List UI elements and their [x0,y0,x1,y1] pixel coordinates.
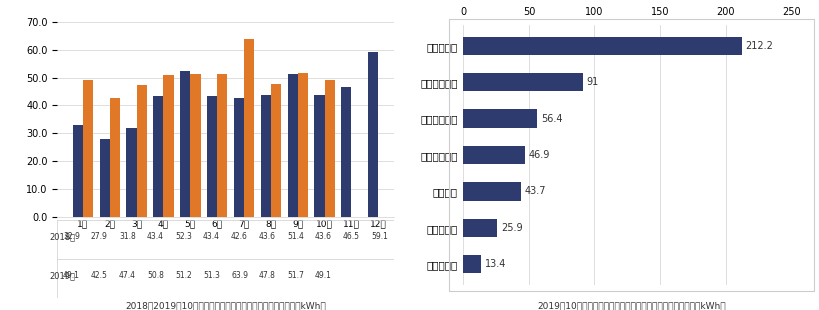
Text: 42.5: 42.5 [91,271,108,280]
Text: 46.5: 46.5 [342,232,360,241]
Bar [99,139,110,217]
Text: 51.4: 51.4 [287,232,304,241]
Text: 51.2: 51.2 [175,271,192,280]
Bar [341,87,351,217]
Text: 43.7: 43.7 [524,186,545,197]
Bar [83,80,93,217]
Bar [287,73,297,217]
Bar [137,85,147,217]
Text: 2018年: 2018年 [49,232,75,241]
Bar [73,125,83,217]
Bar [368,52,378,217]
Bar [190,74,201,217]
Text: 50.8: 50.8 [147,271,164,280]
Text: 49.1: 49.1 [63,271,79,280]
Bar [463,109,536,128]
Bar [233,98,244,217]
Bar [180,71,190,217]
Text: 2019年10月我国新能源汽车按车型划分单台车平均装车电量（kWh）: 2019年10月我国新能源汽车按车型划分单台车平均装车电量（kWh） [536,301,725,310]
Text: 2018～2019年10月我国新能源汽车月度单台车平均装车电量（kWh）: 2018～2019年10月我国新能源汽车月度单台车平均装车电量（kWh） [125,301,325,310]
Text: 51.3: 51.3 [203,271,219,280]
Bar [163,75,174,217]
Text: 51.7: 51.7 [287,271,304,280]
Bar [260,95,270,217]
Bar [270,84,281,217]
Text: 43.4: 43.4 [203,232,219,241]
FancyBboxPatch shape [42,236,47,241]
Text: 212.2: 212.2 [744,41,772,51]
Bar [463,182,520,201]
Text: 52.3: 52.3 [174,232,192,241]
Bar [314,95,324,217]
Bar [206,96,217,217]
Text: 32.9: 32.9 [63,232,79,241]
Bar [126,128,137,217]
Text: 13.4: 13.4 [484,259,505,269]
Text: 63.9: 63.9 [231,271,247,280]
Bar [463,219,496,237]
Text: 25.9: 25.9 [500,223,523,233]
Text: 27.9: 27.9 [91,232,108,241]
Bar [463,146,524,164]
Text: 59.1: 59.1 [371,232,387,241]
Bar [324,80,334,217]
Bar [463,255,480,273]
Text: 47.4: 47.4 [119,271,136,280]
Text: 56.4: 56.4 [541,113,562,124]
FancyBboxPatch shape [42,275,47,280]
Text: 91: 91 [586,77,598,87]
Bar [297,73,308,217]
Text: 31.8: 31.8 [119,232,136,241]
Text: 2019年: 2019年 [49,271,75,280]
Bar [217,74,227,217]
Bar [463,73,582,91]
Bar [153,96,163,217]
Bar [110,99,120,217]
Text: 43.4: 43.4 [147,232,164,241]
Text: 47.8: 47.8 [259,271,276,280]
Text: 43.6: 43.6 [314,232,332,241]
Bar [244,39,254,217]
Bar [463,37,741,55]
Text: 46.9: 46.9 [528,150,550,160]
Text: 49.1: 49.1 [314,271,332,280]
Text: 43.6: 43.6 [259,232,276,241]
Text: 42.6: 42.6 [231,232,247,241]
